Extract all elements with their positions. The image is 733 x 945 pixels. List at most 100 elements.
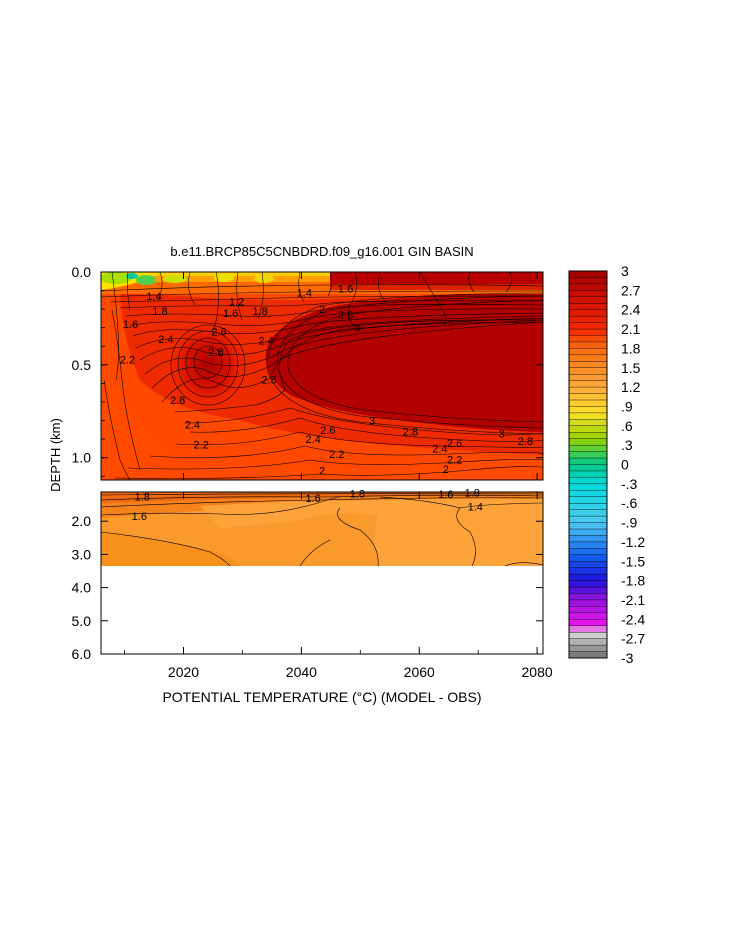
lower-contour-labels: 1.8 1.6 1.8 1.6 1.81.41.6: [132, 488, 483, 524]
contour-label: 1.6: [438, 489, 453, 501]
colorbar-label: 2.4: [621, 302, 641, 318]
colorbar-swatch: [568, 541, 608, 549]
colorbar-swatch: [568, 451, 608, 459]
contour-label: 2: [443, 464, 449, 476]
colorbar-swatch: [568, 412, 608, 420]
contour-label: 2.6: [320, 425, 335, 437]
colorbar-label: 1.2: [621, 379, 641, 395]
colorbar-frame: [568, 270, 608, 659]
colorbar-swatch: [568, 606, 608, 614]
colorbar-swatch: [568, 567, 608, 575]
contour-label: 3: [499, 429, 505, 441]
colorbar-swatch: [568, 309, 608, 317]
colorbar-swatch: [568, 432, 608, 440]
contour-label: 1.8: [350, 489, 365, 501]
colorbar-swatch: [568, 303, 608, 311]
no-data-region: [101, 566, 543, 654]
colorbar-swatch: [568, 380, 608, 388]
y-tick-label: 1.0: [72, 450, 92, 466]
colorbar-swatch: [568, 296, 608, 304]
colorbar-swatch: [568, 599, 608, 607]
colorbar-swatch: [568, 277, 608, 285]
colorbar-swatch: [568, 593, 608, 601]
y-tick-label: 6.0: [72, 646, 92, 662]
contour-label: 2.2: [120, 354, 135, 366]
colorbar-swatch: [568, 341, 608, 349]
colorbar-swatch: [568, 483, 608, 491]
colorbar-swatch: [568, 438, 608, 446]
colorbar-swatch: [568, 573, 608, 582]
colorbar-swatch: [568, 335, 608, 343]
colorbar-label: -1.2: [621, 534, 645, 550]
colorbar-label: -.9: [621, 515, 638, 531]
contour-label: 2.4: [185, 419, 200, 431]
contour-label: 2.4: [306, 434, 321, 446]
upper-contours: [101, 272, 543, 480]
x-tick-label: 2080: [522, 664, 553, 680]
colorbar-swatch: [568, 561, 608, 569]
contour-label: 2.2: [447, 455, 462, 467]
colorbar: 3 2.7 2.4 2.1 1.8 1.5 1.2 .9 .6 .3 0 -.3 -.6 -.9 -1.2 -…: [568, 263, 645, 666]
colorbar-swatch: [568, 393, 608, 401]
lower-plot-frame: [100, 491, 544, 655]
colorbar-swatch: [568, 386, 608, 395]
upper-y-ticks: 0.0 0.5 1.0: [72, 264, 543, 477]
colorbar-swatch: [568, 348, 608, 356]
y-tick-label: 0.5: [72, 357, 92, 373]
colorbar-swatch: [568, 528, 608, 536]
contour-label: 2.2: [194, 440, 209, 452]
contour-label: 2.2: [329, 449, 344, 461]
contour-label: 3: [354, 323, 360, 335]
contour-label: 2: [319, 304, 325, 316]
colorbar-swatch: [568, 464, 608, 472]
colorbar-label: -1.5: [621, 553, 645, 569]
contour-label: 1.4: [468, 501, 483, 513]
colorbar-label: .6: [621, 418, 633, 434]
upper-panel: 0.00.51.0 2.21.61.41.82.42.62.81.61.21.8…: [72, 264, 544, 481]
colorbar-label: 2.1: [621, 321, 641, 337]
lower-contours: [101, 493, 543, 566]
chart-title: b.e11.BRCP85C5CNBDRD.f09_g16.001 GIN BAS…: [170, 244, 473, 259]
colorbar-swatch: [568, 509, 608, 517]
contour-label: 1.6: [338, 284, 353, 296]
colorbar-swatch: [568, 425, 608, 433]
contour-label: 3: [369, 416, 375, 428]
colorbar-swatch: [568, 548, 608, 556]
colorbar-swatch: [568, 651, 608, 659]
contour-label: 1.8: [152, 306, 167, 318]
colorbar-label: -2.1: [621, 592, 645, 608]
colorbar-swatch: [568, 586, 608, 594]
contour-label: 1.6: [123, 319, 138, 331]
contour-label: 2.8: [208, 347, 223, 359]
contour-label: 2.6: [211, 326, 226, 338]
colorbar-swatch: [568, 322, 608, 330]
contour-label: 2.8: [338, 310, 353, 322]
contour-label: 2.4: [258, 336, 273, 348]
contour-label: 1.6: [223, 308, 238, 320]
contour-label: 1.8: [465, 488, 480, 500]
colorbar-label: 0: [621, 457, 629, 473]
colorbar-swatch: [568, 638, 608, 646]
colorbar-swatch: [568, 554, 608, 562]
colorbar-swatch: [568, 444, 608, 453]
colorbar-label: -.3: [621, 476, 638, 492]
upper-field: [101, 272, 543, 480]
lower-field: [101, 492, 543, 566]
y-tick-label: 2.0: [72, 513, 92, 529]
contour-label: 1.8: [252, 306, 267, 318]
colorbar-label: -.6: [621, 495, 638, 511]
colorbar-swatch: [568, 315, 608, 324]
colorbar-swatch: [568, 470, 608, 478]
contour-label: 2.4: [432, 443, 447, 455]
colorbar-swatch: [568, 399, 608, 407]
colorbar-label: -1.8: [621, 573, 645, 589]
contour-label: 2: [319, 466, 325, 478]
colorbar-swatch: [568, 361, 608, 369]
colorbar-swatch: [568, 619, 608, 627]
colorbar-label: -2.7: [621, 631, 645, 647]
colorbar-swatch: [568, 535, 608, 543]
y-tick-label: 4.0: [72, 580, 92, 596]
colorbar-swatch: [568, 503, 608, 511]
colorbar-swatch: [568, 644, 608, 653]
